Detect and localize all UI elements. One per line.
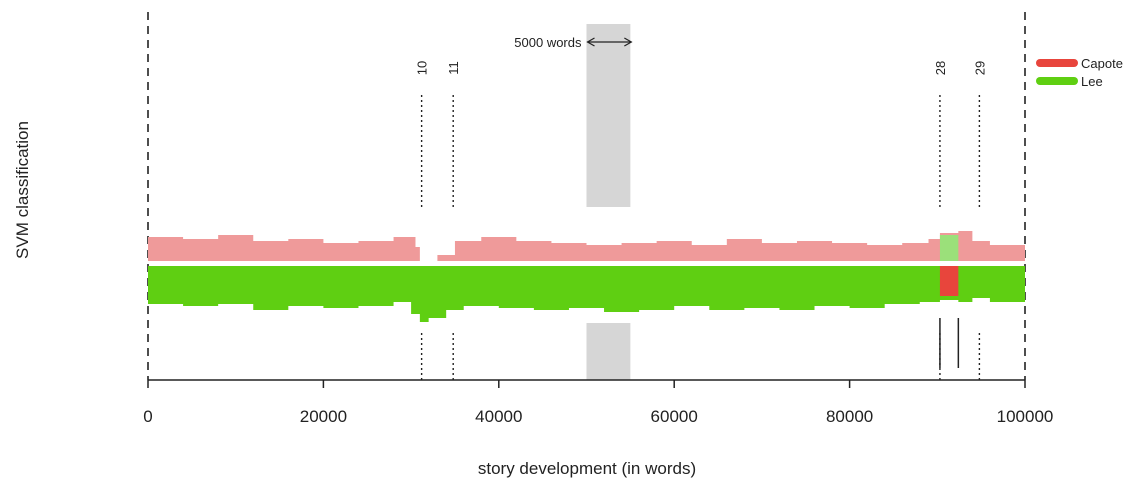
x-axis: 0 20000 40000 60000 80000 100000 [143,379,1054,426]
x-tick-label: 60000 [651,407,698,426]
series-layer [148,231,1025,322]
chapter-marker-label: 28 [933,61,948,75]
y-axis-label: SVM classification [13,121,32,259]
chapter-marker-label: 10 [415,61,430,75]
x-tick-label: 40000 [475,407,522,426]
legend-label-lee: Lee [1081,74,1103,89]
x-tick-label: 100000 [997,407,1054,426]
chapter-marker-label: 11 [446,61,461,75]
window-arrow-head-right [624,37,633,47]
window-box-bottom [586,323,631,380]
series-lee-area [148,266,1025,322]
segment-capote-highlight [939,266,959,296]
x-tick-label: 80000 [826,407,873,426]
legend: Capote Lee [1036,56,1123,89]
series-capote-area [148,231,1025,261]
legend-label-capote: Capote [1081,56,1123,71]
background-layer: 5000 words [147,12,1026,380]
chapter-marker-label: 29 [972,61,987,75]
markers-layer: 10 11 28 29 [415,61,987,380]
window-arrow-head-left [586,37,595,47]
x-axis-label: story development (in words) [478,459,696,478]
x-tick-label: 20000 [300,407,347,426]
window-box-top [586,24,631,207]
segment-lee-highlight [939,235,959,261]
window-label: 5000 words [514,35,582,50]
x-tick-label: 0 [143,407,152,426]
